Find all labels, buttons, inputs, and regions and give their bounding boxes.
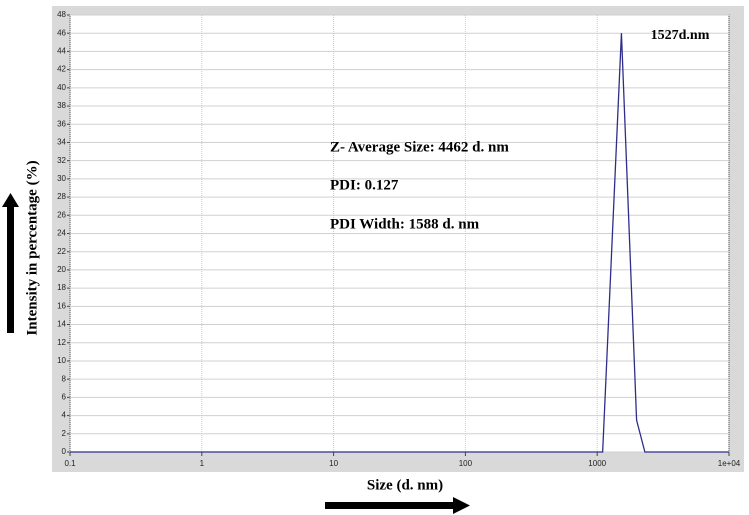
annotation: Z- Average Size: 4462 d. nm [330, 139, 509, 155]
y-tick-label: 4 [62, 411, 67, 420]
y-tick-label: 20 [57, 265, 66, 274]
y-tick-label: 24 [57, 229, 66, 238]
y-tick-label: 6 [62, 392, 67, 401]
y-tick-label: 22 [57, 247, 66, 256]
y-tick-label: 26 [57, 210, 66, 219]
y-tick-label: 32 [57, 156, 66, 165]
y-arrow [2, 193, 19, 333]
x-tick-label: 1e+04 [718, 459, 741, 468]
y-tick-label: 42 [57, 65, 66, 74]
y-tick-label: 14 [57, 320, 66, 329]
y-tick-label: 12 [57, 338, 66, 347]
peak-label: 1527d.nm [651, 28, 710, 43]
x-arrow [325, 497, 470, 514]
x-axis-label: Size (d. nm) [367, 477, 443, 493]
y-tick-label: 28 [57, 192, 66, 201]
x-tick-label: 1000 [588, 459, 606, 468]
y-tick-label: 38 [57, 101, 66, 110]
y-tick-label: 16 [57, 301, 66, 310]
y-tick-label: 18 [57, 283, 66, 292]
x-tick-label: 10 [329, 459, 338, 468]
y-tick-label: 36 [57, 119, 66, 128]
y-tick-label: 46 [57, 28, 66, 37]
y-tick-label: 10 [57, 356, 66, 365]
annotation: PDI Width: 1588 d. nm [330, 216, 480, 232]
y-tick-label: 8 [62, 374, 67, 383]
y-tick-label: 40 [57, 83, 66, 92]
y-tick-label: 30 [57, 174, 66, 183]
y-tick-label: 2 [62, 429, 67, 438]
x-tick-label: 100 [459, 459, 473, 468]
y-tick-label: 34 [57, 138, 66, 147]
data-line [70, 33, 729, 453]
y-tick-label: 44 [57, 47, 66, 56]
annotation: PDI: 0.127 [330, 177, 399, 193]
x-tick-label: 1 [200, 459, 205, 468]
y-tick-label: 48 [57, 10, 66, 19]
y-tick-label: 0 [62, 447, 67, 456]
x-tick-label: 0.1 [64, 459, 76, 468]
y-axis-label: Intensity in percentage (%) [24, 160, 40, 335]
